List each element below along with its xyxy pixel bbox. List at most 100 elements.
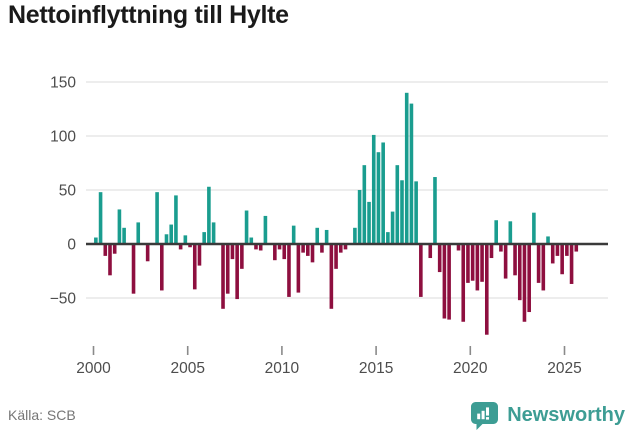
- bar: [536, 244, 541, 283]
- bar: [207, 186, 211, 244]
- bar: [404, 92, 409, 244]
- bar: [555, 244, 560, 256]
- bar: [174, 195, 178, 244]
- bar: [414, 181, 418, 244]
- bar: [188, 244, 192, 248]
- bar: [484, 244, 489, 335]
- bar: [164, 234, 169, 244]
- bar: [546, 236, 550, 244]
- bar: [103, 244, 108, 256]
- x-axis-label: 2025: [547, 360, 581, 377]
- bar: [258, 244, 263, 251]
- bar: [136, 222, 141, 244]
- bar: [192, 244, 197, 290]
- bar: [466, 244, 470, 283]
- bar: [306, 244, 310, 256]
- bar: [381, 142, 385, 244]
- bar: [569, 244, 574, 284]
- bar: [362, 165, 367, 244]
- bar: [386, 232, 390, 244]
- newsworthy-logo-icon: [471, 402, 499, 430]
- bar: [108, 244, 112, 276]
- bar: [249, 237, 254, 244]
- bar: [310, 244, 315, 263]
- bar: [541, 244, 546, 291]
- bar: [475, 244, 480, 291]
- bar: [117, 209, 122, 244]
- bar: [263, 215, 268, 244]
- bar: [315, 227, 320, 244]
- bar: [98, 192, 103, 244]
- bar: [324, 229, 329, 244]
- bar: [169, 224, 174, 244]
- bar: [296, 244, 301, 293]
- bar: [499, 244, 503, 252]
- bar: [145, 244, 150, 262]
- bar: [334, 244, 338, 269]
- bar: [367, 201, 371, 244]
- bar: [211, 222, 216, 244]
- bar: [376, 152, 381, 244]
- bar: [560, 244, 564, 275]
- bar: [338, 244, 343, 253]
- y-axis-label: −50: [50, 291, 77, 308]
- bar: [527, 244, 531, 313]
- chart-title: Nettoinflyttning till Hylte: [8, 1, 289, 29]
- y-axis-label: 50: [59, 183, 77, 200]
- bar: [480, 244, 484, 282]
- bar: [254, 244, 258, 250]
- bar: [522, 244, 527, 322]
- y-axis-label: 0: [67, 237, 76, 254]
- bar: [197, 244, 202, 266]
- bar: [428, 244, 433, 259]
- x-axis-label: 2015: [359, 360, 393, 377]
- newsworthy-logo: Newsworthy: [470, 401, 625, 430]
- bar: [94, 237, 98, 244]
- bar: [282, 244, 287, 260]
- bar: [131, 244, 136, 294]
- bar: [225, 244, 230, 294]
- bar: [461, 244, 466, 322]
- bar: [508, 221, 513, 244]
- bar: [273, 244, 277, 261]
- y-axis-label: 150: [50, 75, 76, 92]
- y-axis-label: 100: [50, 129, 76, 146]
- bar: [329, 244, 334, 309]
- bar: [235, 244, 239, 300]
- bar: [371, 134, 376, 244]
- bar: [230, 244, 235, 260]
- bar-chart: 150 100 50 0 −50 2000 2005 2010 2015 2020 2025: [50, 75, 608, 377]
- bar: [221, 244, 225, 309]
- bar: [565, 244, 569, 256]
- bar: [433, 177, 437, 244]
- bar: [409, 103, 414, 244]
- source-note: Källa: SCB: [8, 407, 76, 423]
- bar: [122, 227, 126, 244]
- bar: [517, 244, 522, 301]
- x-axis-label: 2020: [453, 360, 488, 377]
- x-axis-label: 2005: [170, 360, 204, 377]
- bar: [442, 244, 447, 319]
- bar: [240, 244, 244, 269]
- bar: [532, 212, 536, 244]
- bar: [395, 165, 400, 244]
- bar: [343, 244, 348, 250]
- bar: [178, 244, 183, 250]
- bar: [160, 244, 164, 291]
- bar: [320, 244, 324, 253]
- bar: [301, 244, 305, 253]
- bar: [550, 244, 555, 264]
- bar: [503, 244, 508, 279]
- bar: [419, 244, 423, 297]
- bar: [470, 244, 475, 281]
- bar: [291, 225, 296, 244]
- bar: [513, 244, 517, 276]
- bar: [202, 232, 206, 244]
- bar: [400, 180, 404, 244]
- x-axis-label: 2010: [265, 360, 300, 377]
- bar: [357, 190, 362, 244]
- bar: [277, 244, 282, 250]
- bar: [183, 235, 188, 244]
- bar: [287, 244, 291, 297]
